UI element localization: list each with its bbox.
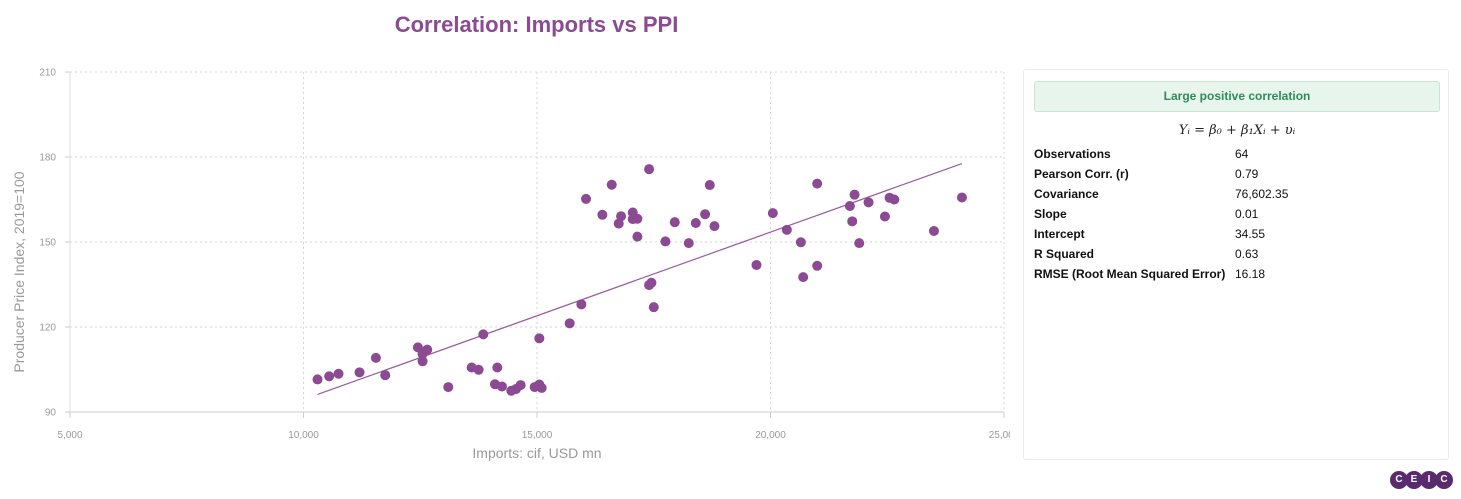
data-point (492, 362, 503, 373)
stat-label: Pearson Corr. (r) (1034, 167, 1129, 181)
stat-value: 16.18 (1235, 267, 1266, 281)
logo-letter: E (1405, 471, 1423, 489)
y-axis-title: Producer Price Index, 2019=100 (11, 171, 27, 372)
data-point (370, 352, 381, 363)
stat-row: Slope 0.01 (1034, 207, 1440, 227)
x-tick-label: 20,000 (755, 430, 786, 441)
stat-label: Intercept (1034, 227, 1085, 241)
data-point (709, 221, 720, 232)
data-point (515, 380, 526, 391)
x-tick-label: 25,000 (989, 430, 1010, 441)
stat-label: Slope (1034, 207, 1067, 221)
data-point (534, 333, 545, 344)
data-point (646, 277, 657, 288)
grid-lines (70, 71, 1005, 412)
y-tick-label: 120 (39, 323, 56, 334)
data-point (536, 382, 547, 393)
trendline (317, 162, 963, 395)
data-point (606, 179, 617, 190)
stat-row: Covariance 76,602.35 (1034, 187, 1440, 207)
data-point (669, 217, 680, 228)
stat-label: Observations (1034, 147, 1111, 161)
data-point (863, 197, 874, 208)
data-point (889, 194, 900, 205)
data-point (417, 356, 428, 367)
scatter-chart: 90 120 150 180 210 5,000 10,000 15,000 20,000 25,… (11, 68, 1010, 462)
stat-row: Pearson Corr. (r) 0.79 (1034, 167, 1440, 187)
stat-row: Intercept 34.55 (1034, 227, 1440, 247)
stat-value: 34.55 (1235, 227, 1266, 241)
data-point (616, 211, 627, 222)
y-tick-label: 210 (39, 68, 56, 79)
logo-letter: I (1420, 471, 1438, 489)
data-point (597, 209, 608, 220)
data-point (956, 192, 967, 203)
chart-title: Correlation: Imports vs PPI (394, 12, 679, 37)
data-points (312, 164, 967, 396)
data-point (443, 382, 454, 393)
data-point (690, 218, 701, 229)
data-point (928, 225, 939, 236)
data-point (812, 178, 823, 189)
data-point (478, 329, 489, 340)
data-point (660, 236, 671, 247)
data-point (767, 208, 778, 219)
logo-letter: C (1390, 471, 1408, 489)
stat-row: R Squared 0.63 (1034, 247, 1440, 267)
data-point (704, 180, 715, 191)
data-point (795, 237, 806, 248)
stats-panel: Large positive correlation Yᵢ = β₀ + β₁X… (1023, 69, 1449, 460)
data-point (354, 367, 365, 378)
data-point (751, 259, 762, 270)
stat-label: R Squared (1034, 247, 1095, 261)
stat-label: RMSE (Root Mean Squared Error) (1034, 267, 1226, 281)
y-tick-label: 150 (39, 238, 56, 249)
data-point (847, 216, 858, 227)
data-point (333, 368, 344, 379)
data-point (324, 371, 335, 382)
x-tick-label: 5,000 (57, 430, 82, 441)
data-point (576, 299, 587, 310)
data-point (879, 211, 890, 222)
data-point (844, 201, 855, 212)
data-point (496, 381, 507, 392)
stat-value: 76,602.35 (1235, 187, 1289, 201)
data-point (422, 344, 433, 355)
data-point (648, 302, 659, 313)
ceic-logo: C E I C (1390, 471, 1453, 489)
y-tick-label: 180 (39, 153, 56, 164)
data-point (632, 213, 643, 224)
data-point (581, 193, 592, 204)
data-point (849, 189, 860, 200)
data-point (473, 364, 484, 375)
data-point (854, 238, 865, 249)
axes: 90 120 150 180 210 5,000 10,000 15,000 20,000 25,… (39, 68, 1010, 442)
x-tick-label: 15,000 (522, 430, 553, 441)
data-point (380, 370, 391, 381)
trendline-layer (317, 162, 963, 395)
data-point (312, 374, 323, 385)
stat-value: 64 (1235, 147, 1249, 161)
data-point (798, 272, 809, 283)
data-point (700, 209, 711, 220)
data-point (644, 164, 655, 175)
stat-value: 0.01 (1235, 207, 1259, 221)
stats-table: Observations 64 Pearson Corr. (r) 0.79 Cov… (1034, 147, 1440, 287)
correlation-badge: Large positive correlation (1034, 81, 1440, 112)
stat-row: Observations 64 (1034, 147, 1440, 167)
y-tick-label: 90 (45, 408, 57, 419)
stat-label: Covariance (1034, 187, 1099, 201)
regression-formula: Yᵢ = β₀ + β₁Xᵢ + υᵢ (1178, 123, 1296, 138)
logo-letter: C (1435, 471, 1453, 489)
data-point (632, 231, 643, 242)
stat-row: RMSE (Root Mean Squared Error) 16.18 (1034, 267, 1440, 287)
x-tick-label: 10,000 (288, 430, 319, 441)
stat-value: 0.63 (1235, 247, 1259, 261)
data-point (564, 318, 575, 329)
stat-value: 0.79 (1235, 167, 1259, 181)
data-point (812, 260, 823, 271)
data-point (781, 224, 792, 235)
x-axis-title: Imports: cif, USD mn (472, 445, 601, 461)
data-point (683, 238, 694, 249)
